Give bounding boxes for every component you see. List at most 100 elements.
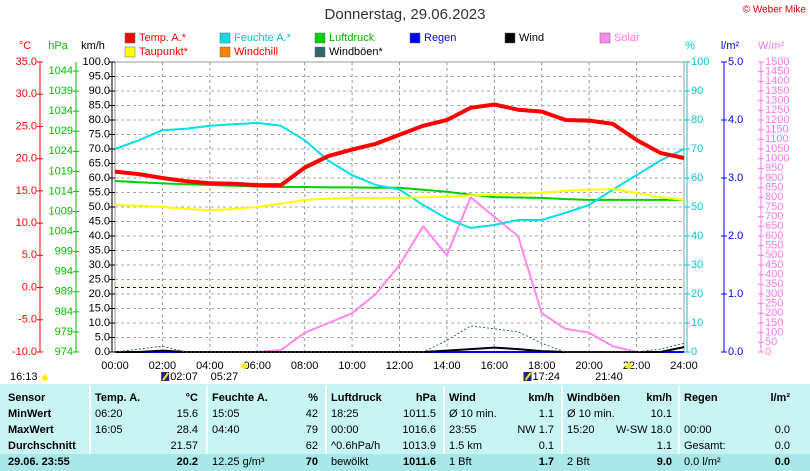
table-cell: Windböen: [567, 392, 620, 404]
y-tick-label: 1050: [765, 143, 789, 155]
table-cell: 9.0: [657, 456, 672, 468]
table-cell: 1016.6: [402, 424, 436, 436]
table-cell: MinWert: [8, 408, 52, 420]
table-cell: 00:00: [684, 424, 712, 436]
x-tick-label: 14:00: [433, 360, 461, 372]
y-tick-label: 979: [55, 326, 73, 338]
table-cell: 79: [306, 424, 318, 436]
y-tick-label: 50.0: [89, 201, 110, 213]
table-cell: 1011.5: [403, 408, 436, 420]
y-tick-label: 80.0: [89, 114, 110, 126]
y-tick-label: 1150: [765, 124, 789, 136]
y-tick-label: 1034: [49, 105, 73, 117]
y-tick-label: 30: [691, 259, 703, 271]
legend-label: Windböen*: [329, 46, 384, 58]
y-tick-label: 1350: [765, 85, 789, 97]
chart-title: Donnerstag, 29.06.2023: [325, 6, 486, 23]
y-tick-label: 45.0: [89, 215, 110, 227]
y-tick-label: 15.0: [89, 302, 110, 314]
y-tick-label: 0: [691, 346, 697, 358]
table-cell: W-SW 18.0: [616, 424, 672, 436]
y-tick-label: 1.0: [728, 288, 743, 300]
legend-label: Wind: [519, 32, 544, 44]
y-tick-label: 1004: [49, 225, 73, 237]
y-tick-label: 1024: [49, 145, 73, 157]
y-tick-label: 65.0: [89, 157, 110, 169]
table-cell: 15.6: [177, 408, 198, 420]
y-tick-label: 1450: [765, 66, 789, 78]
y-tick-label: 2.0: [728, 230, 743, 242]
table-cell: Luftdruck: [331, 392, 383, 404]
legend-swatch: [504, 32, 516, 44]
annotation: 17:24: [533, 371, 561, 383]
sun-marker: [42, 375, 48, 381]
legend-label: Temp. A.*: [139, 32, 187, 44]
y-tick-label: 50: [691, 201, 703, 213]
y-tick-label: 70.0: [89, 143, 110, 155]
y-tick-label: 994: [55, 266, 73, 278]
y-tick-label: 1029: [49, 125, 73, 137]
table-cell: 29.06. 23:55: [8, 456, 70, 468]
y-tick-label: 25.0: [89, 273, 110, 285]
table-cell: %: [308, 392, 318, 404]
table-cell: 0.0: [775, 456, 790, 468]
table-cell: km/h: [646, 392, 672, 404]
table-cell: 15:05: [212, 408, 240, 420]
table-cell: 1.1: [657, 440, 672, 452]
table-cell: l/m²: [770, 392, 790, 404]
legend-label: Windchill: [234, 46, 278, 58]
y-tick-label: 20: [691, 288, 703, 300]
table-cell: 15:20: [567, 424, 595, 436]
table-cell: 10.1: [651, 408, 672, 420]
table-cell: 18:25: [331, 408, 359, 420]
table-cell: 0.0: [775, 440, 790, 452]
x-tick-label: 08:00: [291, 360, 319, 372]
table-cell: °C: [186, 392, 198, 404]
y-tick-label: 50: [765, 336, 777, 348]
credit: © Weber Mike: [743, 5, 807, 16]
y-tick-label: 1039: [49, 85, 73, 97]
y-tick-label: 30.0: [16, 88, 37, 100]
y-tick-label: 1019: [49, 165, 73, 177]
sun-marker: [625, 363, 632, 369]
legend-label: Taupunkt*: [139, 46, 189, 58]
moon-shape: [162, 372, 170, 381]
table-cell: NW 1.7: [517, 424, 554, 436]
y-tick-label: 150: [765, 317, 783, 329]
table-cell: 00:00: [331, 424, 359, 436]
x-tick-label: 24:00: [670, 360, 698, 372]
y-tick-label: 400: [765, 269, 783, 281]
x-tick-label: 16:00: [481, 360, 509, 372]
table-cell: Ø 10 min.: [567, 408, 615, 420]
table-cell: 16:05: [95, 424, 123, 436]
series-line: [114, 325, 685, 353]
y-tick-label: 60.0: [89, 172, 110, 184]
legend-swatch: [124, 32, 136, 44]
legend-swatch: [314, 32, 326, 44]
table-cell: Temp. A.: [95, 392, 140, 404]
y-tick-label: 450: [765, 259, 783, 271]
table-cell: Gesamt:: [684, 440, 726, 452]
x-tick-label: 02:00: [149, 360, 177, 372]
legend-swatch: [314, 46, 326, 58]
table-cell: 21.57: [170, 440, 198, 452]
table-cell: 1 Bft: [449, 456, 472, 468]
axis-title: °C: [19, 40, 31, 52]
y-tick-label: 1009: [49, 205, 73, 217]
axis-title: W/m²: [758, 40, 785, 52]
annotation: 05:27: [211, 371, 239, 383]
annotation: 16:13: [10, 371, 38, 383]
x-tick-label: 10:00: [338, 360, 366, 372]
table-cell: MaxWert: [8, 424, 54, 436]
y-tick-label: 90.0: [89, 85, 110, 97]
y-tick-label: 989: [55, 286, 73, 298]
y-tick-label: 0.0: [95, 346, 110, 358]
axis-title: %: [685, 40, 695, 52]
table-cell: 1011.6: [403, 456, 436, 468]
y-tick-label: 650: [765, 220, 783, 232]
y-tick-label: 550: [765, 240, 783, 252]
y-tick-label: 70: [691, 143, 703, 155]
y-tick-label: 750: [765, 201, 783, 213]
x-tick-label: 12:00: [386, 360, 414, 372]
legend-swatch: [219, 32, 231, 44]
